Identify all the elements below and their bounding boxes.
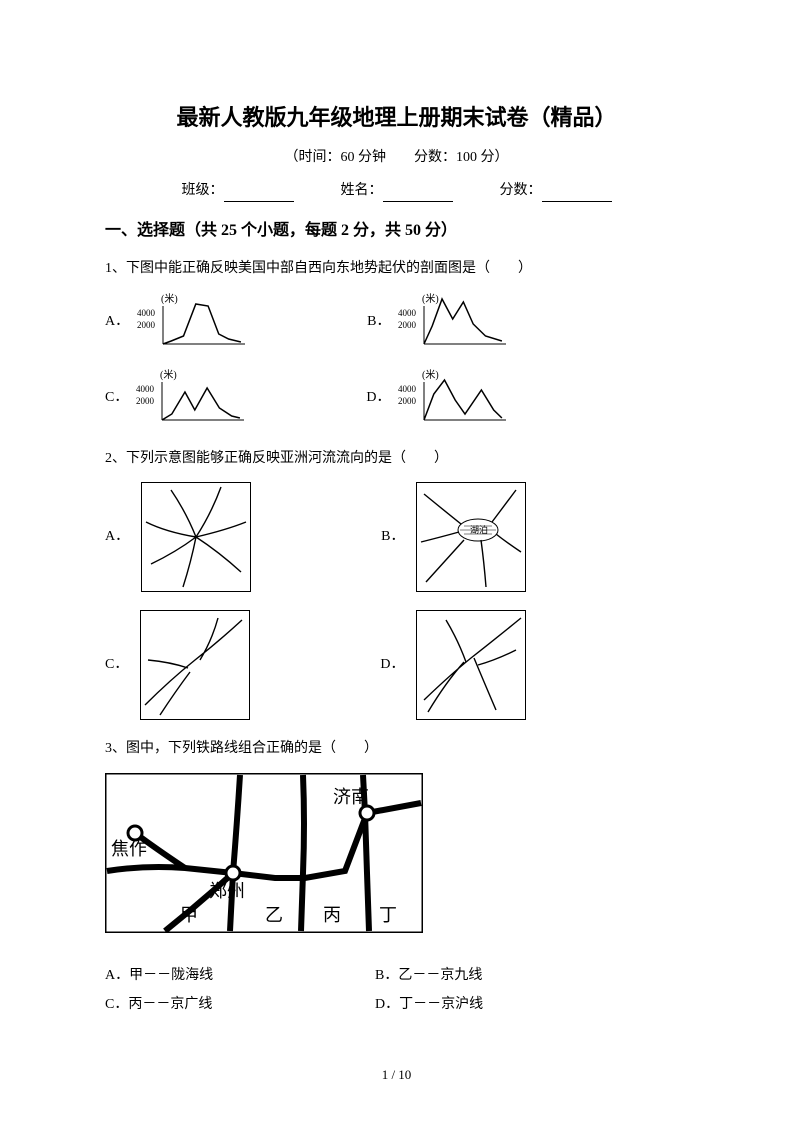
q1-c-label: C．: [105, 387, 128, 409]
river-diagram-b-icon: 湖泊: [416, 482, 526, 592]
q3-option-d[interactable]: D．丁－－京沪线: [375, 994, 645, 1016]
q1-option-d[interactable]: D． (米) 4000 2000: [366, 368, 508, 428]
class-label: 班级：: [182, 183, 224, 198]
river-diagram-c-icon: [140, 610, 250, 720]
svg-text:焦作: 焦作: [111, 839, 147, 859]
profile-chart-c-icon: (米) 4000 2000: [136, 368, 246, 428]
q2-option-d[interactable]: D．: [380, 610, 526, 720]
svg-text:(米): (米): [422, 368, 439, 381]
q2-option-a[interactable]: A．: [105, 482, 251, 592]
q2-b-label: B．: [381, 526, 404, 548]
svg-text:2000: 2000: [398, 396, 417, 406]
svg-text:(米): (米): [160, 368, 177, 381]
profile-chart-b-icon: (米) 4000 2000: [398, 292, 508, 352]
score-label: 分数：: [500, 183, 542, 198]
section-1-heading: 一、选择题（共 25 个小题，每题 2 分，共 50 分）: [105, 218, 688, 244]
profile-chart-a-icon: (米) 4000 2000: [137, 292, 247, 352]
svg-text:4000: 4000: [398, 384, 417, 394]
score-blank[interactable]: [542, 186, 612, 202]
q3-option-c[interactable]: C．丙－－京广线: [105, 994, 375, 1016]
q2-diagrams-row-1: A． B． 湖泊: [105, 482, 688, 592]
q1-option-a[interactable]: A． (米) 4000 2000: [105, 292, 247, 352]
student-info-line: 班级： 姓名： 分数：: [105, 180, 688, 202]
railway-map: 焦作 郑州 济南 甲 乙 丙 丁: [105, 773, 688, 941]
q3-options-row-2: C．丙－－京广线 D．丁－－京沪线: [105, 994, 688, 1016]
svg-text:2000: 2000: [398, 320, 417, 330]
exam-title: 最新人教版九年级地理上册期末试卷（精品）: [105, 100, 688, 135]
svg-text:济南: 济南: [333, 787, 369, 807]
q1-b-label: B．: [367, 311, 390, 333]
q1-charts-row-2: C． (米) 4000 2000 D． (米) 4000 2000: [105, 368, 688, 428]
railway-map-icon: 焦作 郑州 济南 甲 乙 丙 丁: [105, 773, 423, 933]
profile-chart-d-icon: (米) 4000 2000: [398, 368, 508, 428]
svg-text:4000: 4000: [136, 384, 155, 394]
river-diagram-a-icon: [141, 482, 251, 592]
svg-text:4000: 4000: [137, 308, 156, 318]
q2-d-label: D．: [380, 654, 404, 676]
q2-diagrams-row-2: C． D．: [105, 610, 688, 720]
svg-text:2000: 2000: [137, 320, 156, 330]
q1-a-label: A．: [105, 311, 129, 333]
svg-text:甲: 甲: [180, 905, 198, 925]
q1-option-c[interactable]: C． (米) 4000 2000: [105, 368, 246, 428]
question-2-text: 2、下列示意图能够正确反映亚洲河流流向的是（ ）: [105, 448, 688, 470]
q3-options-row-1: A．甲－－陇海线 B．乙－－京九线: [105, 965, 688, 987]
name-label: 姓名：: [341, 183, 383, 198]
q1-option-b[interactable]: B． (米) 4000 2000: [367, 292, 508, 352]
svg-text:乙: 乙: [265, 905, 283, 925]
class-blank[interactable]: [224, 186, 294, 202]
svg-text:(米): (米): [161, 292, 178, 305]
question-1-text: 1、下图中能正确反映美国中部自西向东地势起伏的剖面图是（ ）: [105, 258, 688, 280]
time-score-line: （时间：60 分钟 分数：100 分）: [105, 147, 688, 169]
q2-c-label: C．: [105, 654, 128, 676]
question-3-text: 3、图中，下列铁路线组合正确的是（ ）: [105, 738, 688, 760]
svg-text:丙: 丙: [323, 905, 341, 925]
svg-text:4000: 4000: [398, 308, 417, 318]
q1-d-label: D．: [366, 387, 390, 409]
river-diagram-d-icon: [416, 610, 526, 720]
q3-option-b[interactable]: B．乙－－京九线: [375, 965, 645, 987]
q2-option-b[interactable]: B． 湖泊: [381, 482, 526, 592]
svg-text:2000: 2000: [136, 396, 155, 406]
q3-option-a[interactable]: A．甲－－陇海线: [105, 965, 375, 987]
q1-charts-row-1: A． (米) 4000 2000 B． (米) 4000 2000: [105, 292, 688, 352]
name-blank[interactable]: [383, 186, 453, 202]
svg-text:(米): (米): [422, 292, 439, 305]
svg-text:丁: 丁: [379, 905, 397, 925]
svg-text:郑州: 郑州: [209, 881, 245, 901]
q2-option-c[interactable]: C．: [105, 610, 250, 720]
q2-a-label: A．: [105, 526, 129, 548]
svg-text:湖泊: 湖泊: [470, 525, 488, 535]
page-number: 1 / 10: [0, 1065, 793, 1086]
